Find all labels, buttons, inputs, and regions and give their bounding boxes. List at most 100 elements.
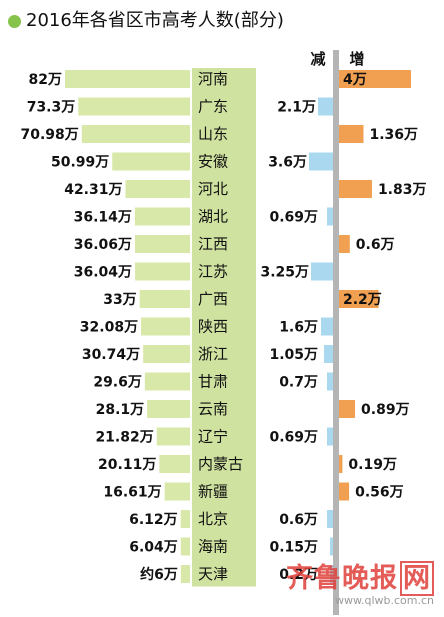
chart-title: 2016年各省区市高考人数(部分)	[26, 10, 284, 31]
decrease-bar	[318, 97, 333, 116]
decrease-label: 3.6万	[268, 155, 307, 171]
decrease-label: 3.25万	[260, 265, 309, 281]
newspaper-logo: 齐鲁晚报网	[286, 556, 434, 596]
total-bar	[180, 565, 190, 583]
increase-label: 0.6万	[356, 237, 395, 253]
total-label: 82万	[29, 72, 62, 88]
total-label: 16.61万	[103, 485, 161, 501]
total-bar	[156, 427, 190, 446]
increase-bar	[339, 70, 411, 88]
increase-bar	[339, 400, 356, 418]
total-label: 约6万	[140, 566, 178, 583]
province-label: 江西	[198, 235, 228, 253]
decrease-label: 0.15万	[269, 540, 318, 556]
increase-bar	[339, 180, 372, 198]
increase-header: 增	[349, 50, 364, 68]
total-label: 20.11万	[98, 457, 156, 473]
total-label: 28.1万	[96, 402, 145, 418]
decrease-label: 0.6万	[279, 512, 318, 528]
decrease-bar	[311, 262, 333, 281]
total-label: 36.06万	[74, 237, 132, 253]
decrease-label: 0.2万	[279, 567, 318, 583]
total-bar	[135, 235, 190, 253]
increase-label: 4万	[343, 72, 367, 88]
total-bar	[144, 372, 190, 391]
increase-bar	[339, 290, 379, 308]
total-label: 73.3万	[27, 100, 76, 116]
total-bar	[139, 290, 190, 308]
total-label: 70.98万	[21, 127, 79, 143]
logo-text: 齐鲁晚报	[286, 563, 398, 594]
total-label: 29.6万	[93, 375, 142, 391]
total-bar	[180, 510, 190, 528]
province-label: 辽宁	[198, 428, 228, 446]
province-label: 广西	[198, 290, 228, 308]
decrease-bar	[324, 345, 333, 363]
increase-bar	[339, 235, 350, 253]
increase-label: 1.83万	[378, 182, 427, 198]
decrease-bar	[327, 427, 333, 446]
total-bar	[147, 400, 190, 418]
province-label: 海南	[198, 538, 228, 556]
province-label: 湖北	[198, 208, 228, 226]
total-bar	[134, 207, 190, 226]
province-label: 浙江	[198, 345, 228, 363]
province-label: 甘肃	[198, 373, 228, 391]
province-label: 河北	[198, 180, 228, 198]
total-bar	[180, 537, 190, 556]
increase-bar	[339, 455, 343, 473]
total-bar	[81, 125, 190, 143]
decrease-bar	[330, 565, 333, 583]
increase-label: 0.56万	[355, 485, 404, 501]
total-label: 42.31万	[64, 182, 122, 198]
decrease-label: 0.7万	[279, 375, 318, 391]
decrease-label: 0.69万	[269, 430, 318, 446]
total-bar	[78, 97, 190, 116]
decrease-label: 0.69万	[269, 210, 318, 226]
total-label: 32.08万	[80, 320, 138, 336]
total-bar	[112, 152, 190, 171]
decrease-bar	[327, 207, 333, 226]
total-label: 50.99万	[51, 155, 109, 171]
increase-label: 2.2万	[343, 292, 382, 308]
province-label: 陕西	[198, 318, 228, 336]
province-label: 江苏	[198, 263, 228, 281]
total-label: 21.82万	[95, 430, 153, 446]
total-bar	[125, 180, 190, 198]
province-label: 安徽	[198, 153, 228, 171]
total-bar	[164, 482, 190, 501]
total-label: 30.74万	[82, 347, 140, 363]
total-bar	[135, 262, 190, 281]
increase-bar	[339, 482, 350, 501]
total-bar	[141, 317, 190, 336]
province-label: 北京	[198, 510, 228, 528]
decrease-label: 1.6万	[279, 320, 318, 336]
decrease-bar	[309, 152, 333, 171]
province-label: 河南	[198, 70, 228, 88]
province-label: 内蒙古	[198, 455, 243, 473]
total-label: 6.12万	[129, 512, 178, 528]
province-label: 天津	[198, 565, 228, 583]
decrease-label: 1.05万	[269, 347, 318, 363]
decrease-header: 减	[310, 50, 325, 68]
decrease-bar	[327, 372, 333, 391]
increase-label: 0.19万	[348, 457, 397, 473]
total-label: 36.14万	[74, 210, 132, 226]
decrease-bar	[327, 510, 333, 528]
province-label: 广东	[198, 98, 228, 116]
decrease-bar	[330, 537, 333, 556]
title-dot-icon	[8, 15, 21, 28]
province-band	[192, 68, 256, 587]
total-bar	[143, 345, 190, 363]
total-label: 33万	[103, 292, 136, 308]
total-label: 6.04万	[129, 540, 178, 556]
change-axis	[333, 50, 339, 615]
total-bar	[159, 455, 190, 473]
decrease-bar	[321, 317, 333, 336]
increase-label: 0.89万	[361, 402, 410, 418]
total-bar	[65, 70, 190, 88]
increase-bar	[339, 125, 364, 143]
province-label: 山东	[198, 125, 228, 143]
watermark-url: www.qlwb.com.cn	[335, 594, 434, 607]
